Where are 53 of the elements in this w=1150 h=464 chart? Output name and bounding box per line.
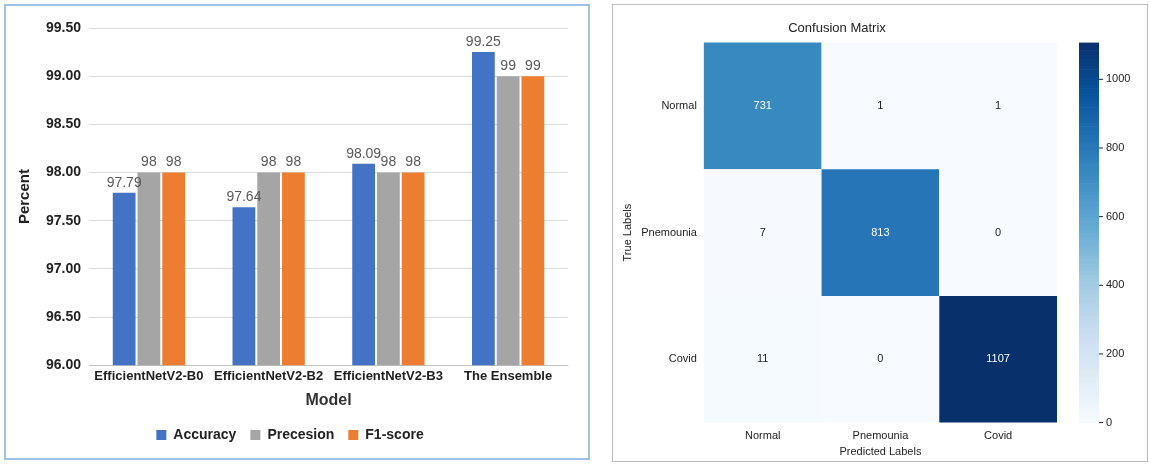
y-tick-label: 99.00 (45, 67, 82, 84)
data-label: 0 (877, 352, 884, 365)
y-axis-title: Percent (15, 169, 33, 225)
x-tick-label: EfficientNetV2-B3 (333, 367, 443, 383)
color-bar-label: 200 (1106, 346, 1125, 359)
y-tick-label: Normal (661, 98, 697, 111)
legend-label: Accuracy (173, 425, 237, 442)
x-axis-title: Predicted Labels (839, 445, 922, 458)
y-tick-label: 97.50 (45, 211, 82, 228)
y-tick-label: Covid (668, 352, 697, 365)
color-bar-label: 1000 (1106, 72, 1131, 85)
legend-label: F1-score (365, 425, 424, 442)
data-label: 1 (995, 98, 1002, 111)
data-label: 98 (380, 153, 397, 170)
data-label: 98 (260, 153, 277, 170)
y-tick-label: 96.00 (45, 356, 82, 373)
y-tick-label: 97.00 (45, 259, 82, 276)
color-bar-label: 800 (1106, 141, 1125, 154)
y-tick-label: 96.50 (45, 307, 82, 324)
data-label: 731 (753, 98, 772, 111)
data-label: 98 (405, 153, 422, 170)
x-tick-label: Pnemounia (852, 429, 910, 442)
legend-label: Precesion (267, 425, 335, 442)
data-label: 97.64 (226, 188, 262, 205)
data-label: 98 (285, 153, 302, 170)
data-label: 98 (165, 153, 182, 170)
color-bar-label: 0 (1106, 415, 1113, 428)
data-label: 1 (877, 98, 884, 111)
data-label: 98 (141, 153, 157, 170)
y-tick-label: 98.00 (45, 163, 82, 180)
x-tick-label: The Ensemble (464, 367, 553, 383)
y-tick-label: Pnemounia (641, 225, 698, 238)
data-label: 99 (500, 57, 517, 74)
data-label: 99 (525, 57, 541, 74)
data-label: 813 (871, 225, 890, 238)
data-label: 99.25 (465, 32, 502, 49)
y-axis-title: True Labels (620, 203, 633, 262)
color-bar-label: 600 (1106, 209, 1125, 222)
data-label: 98.09 (346, 144, 382, 161)
x-tick-label: EfficientNetV2-B0 (94, 367, 204, 383)
x-tick-label: Covid (984, 429, 1013, 442)
y-tick-label: 98.50 (45, 115, 82, 132)
x-tick-label: EfficientNetV2-B2 (214, 367, 324, 383)
data-label: 0 (995, 225, 1002, 238)
x-axis-title: Model (305, 390, 352, 408)
x-tick-label: Normal (744, 429, 781, 442)
color-bar-label: 400 (1106, 278, 1125, 291)
chart-title: Confusion Matrix (788, 20, 887, 36)
data-label: 11 (757, 352, 769, 365)
data-label: 1107 (986, 352, 1010, 365)
data-label: 7 (759, 225, 766, 238)
y-tick-label: 99.50 (45, 18, 82, 35)
data-label: 97.79 (106, 173, 142, 190)
